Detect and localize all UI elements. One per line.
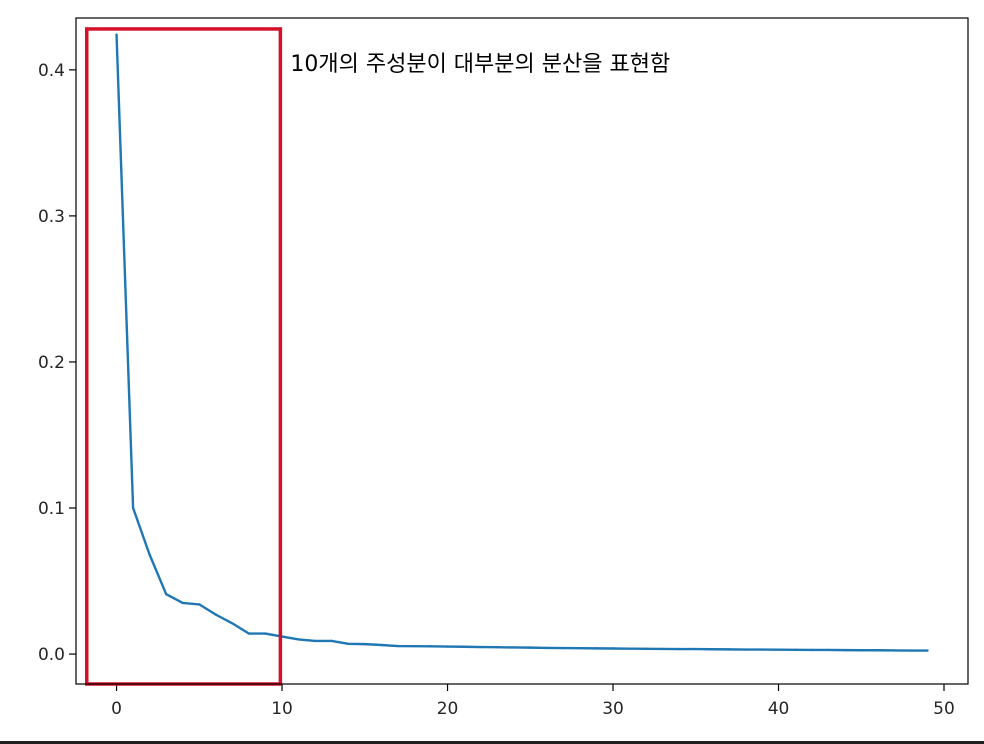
- data-point: [313, 639, 317, 643]
- data-point: [711, 648, 714, 651]
- data-point: [363, 642, 366, 646]
- data-point: [429, 645, 433, 648]
- data-point: [628, 647, 631, 650]
- data-point: [595, 647, 598, 650]
- data-point: [495, 645, 499, 649]
- data-point: [826, 648, 830, 652]
- x-tick-label: 20: [437, 699, 459, 719]
- plot-frame: [75, 17, 969, 685]
- data-point: [893, 649, 896, 652]
- data-point: [396, 644, 400, 648]
- data-point: [760, 648, 764, 651]
- annotation-text: 10개의 주성분이 대부분의 분산을 표현함: [290, 52, 670, 77]
- data-point: [380, 643, 383, 647]
- data-point: [214, 613, 218, 616]
- data-point: [131, 506, 135, 510]
- x-tick-label: 10: [271, 699, 293, 719]
- data-point: [264, 632, 267, 635]
- data-point: [164, 592, 168, 596]
- data-point: [479, 645, 482, 649]
- y-axis-ticks: 0.0 0.1 0.2 0.3 0.4: [38, 61, 76, 665]
- data-point: [661, 647, 664, 651]
- data-point: [860, 649, 863, 652]
- data-point: [810, 648, 813, 652]
- data-point: [512, 646, 515, 649]
- data-point: [247, 632, 251, 635]
- data-point: [148, 553, 151, 556]
- data-point: [744, 648, 747, 651]
- data-point: [611, 647, 615, 650]
- data-point: [777, 648, 780, 651]
- data-point: [578, 647, 582, 650]
- data-point: [198, 603, 201, 606]
- data-point: [727, 648, 731, 651]
- y-tick-label: 0.3: [38, 207, 65, 227]
- y-tick-label: 0.4: [38, 61, 65, 81]
- data-point: [347, 642, 350, 646]
- data-point: [793, 648, 797, 652]
- bottom-divider: [0, 741, 984, 744]
- data-point: [678, 647, 681, 651]
- x-tick-label: 0: [111, 699, 122, 719]
- data-point: [181, 601, 184, 605]
- data-point: [644, 647, 648, 651]
- data-point: [926, 649, 929, 652]
- data-point: [529, 646, 532, 649]
- data-point: [330, 639, 333, 643]
- x-tick-label: 50: [933, 699, 955, 719]
- data-point: [462, 645, 466, 648]
- y-tick-label: 0.2: [38, 353, 65, 373]
- data-point: [115, 33, 118, 36]
- data-point: [694, 647, 697, 651]
- data-point: [843, 648, 846, 652]
- series-points: [115, 33, 929, 652]
- x-axis-ticks: 0 10 20 30 40 50: [111, 684, 955, 719]
- y-tick-label: 0.1: [38, 499, 65, 519]
- highlight-box: [85, 27, 283, 686]
- data-point: [446, 645, 449, 648]
- data-point: [231, 622, 234, 625]
- x-tick-label: 40: [768, 699, 790, 719]
- y-tick-label: 0.0: [38, 645, 65, 665]
- data-point: [909, 649, 913, 652]
- data-point: [297, 638, 300, 641]
- data-point: [876, 649, 880, 652]
- x-tick-label: 30: [602, 699, 624, 719]
- data-point: [562, 646, 565, 650]
- series-line: [115, 33, 929, 652]
- data-point: [545, 646, 549, 650]
- data-point: [413, 644, 416, 648]
